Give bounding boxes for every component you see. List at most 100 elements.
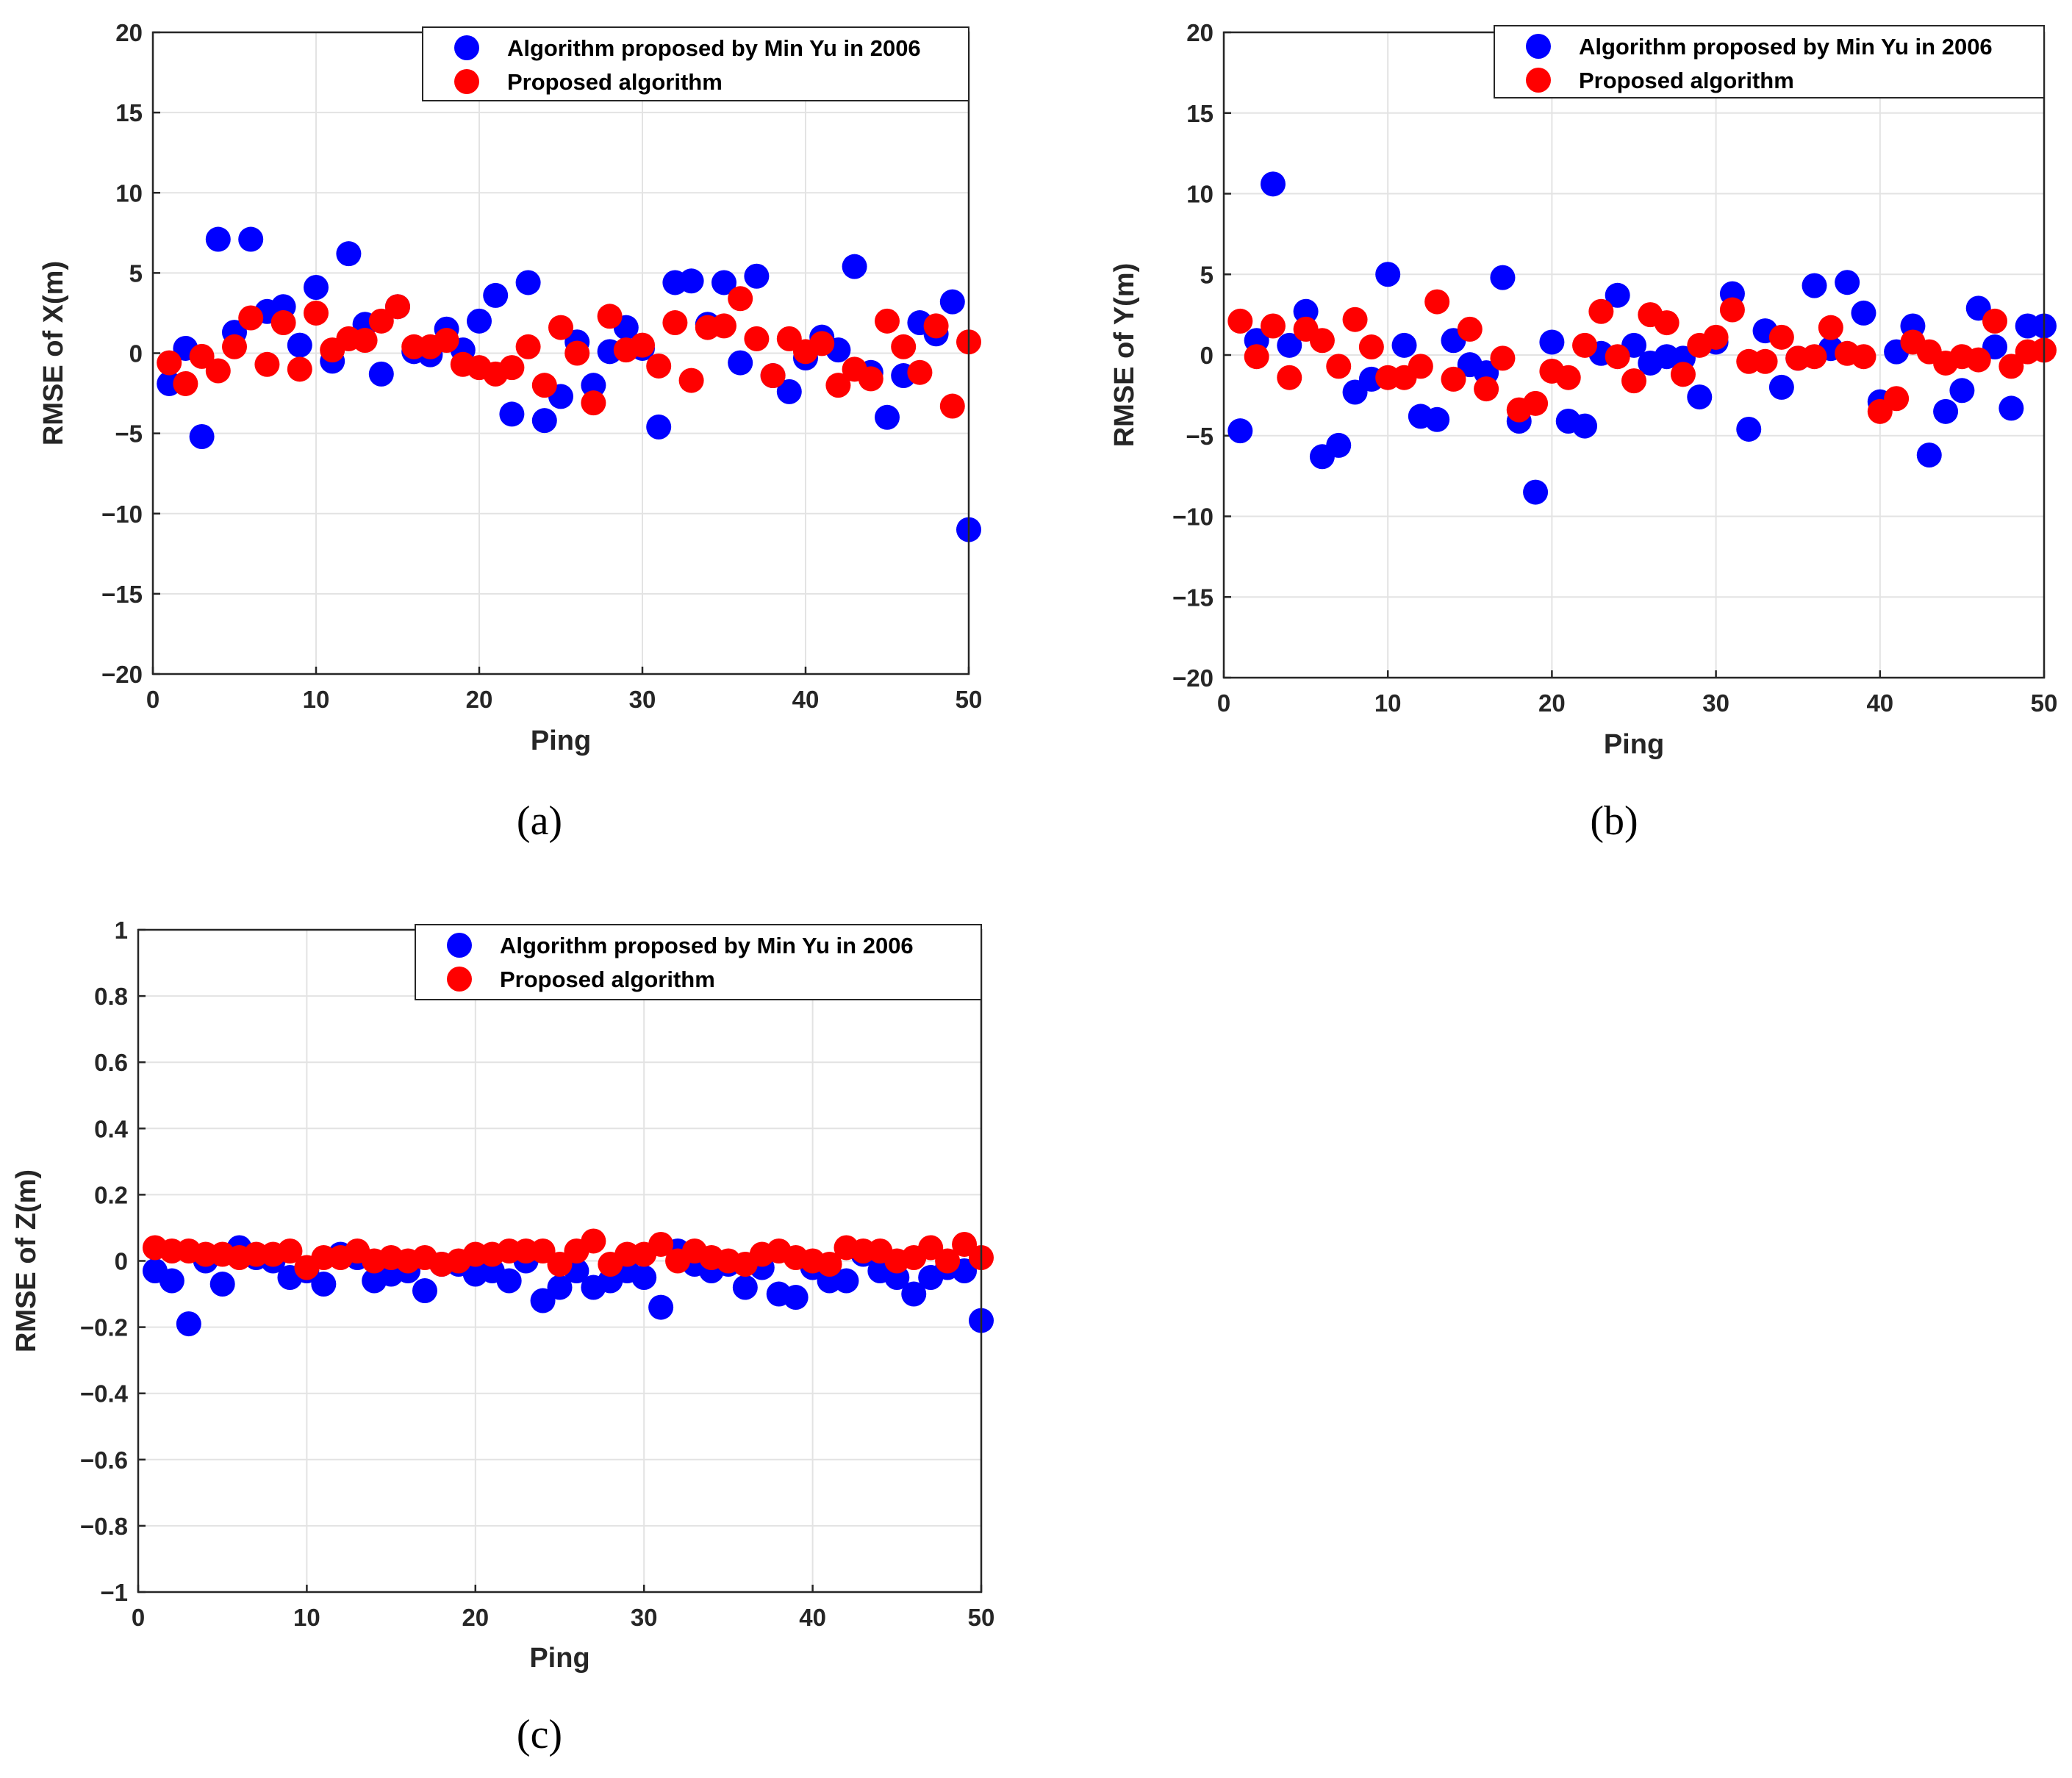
data-point [157,350,182,376]
data-point [1342,307,1368,332]
data-point [1523,479,1549,505]
data-point [1982,308,2008,334]
data-point [1768,324,1794,350]
data-point [515,270,541,295]
y-tick-label: −5 [115,420,143,448]
panel-caption: (c) [517,1712,562,1757]
data-point [287,356,312,382]
data-point [1851,344,1876,370]
chart-b: 0 10 20 30 40 50 −20 −15 −10 −5 0 5 10 15 20 Algorithm … [1109,19,2057,844]
y-tick-label: −20 [101,661,143,688]
data-point [1555,365,1581,390]
data-point [1719,297,1745,323]
data-point [1375,262,1401,287]
y-tick-label: 0.8 [94,983,128,1010]
data-point [1244,344,1269,370]
data-point [467,308,492,334]
y-tick-label: −0.2 [80,1314,128,1341]
data-point [760,363,786,389]
data-point [1277,365,1302,390]
data-point [515,334,541,359]
legend: Algorithm proposed by Min Yu in 2006 Prop… [415,924,982,1000]
data-point [531,373,557,398]
data-point [1998,354,2024,379]
data-point [547,1252,573,1277]
panel-caption: (b) [1590,798,1638,844]
data-point [368,308,394,334]
data-point [935,1248,961,1274]
x-tick-label: 40 [799,1604,826,1631]
data-point [1490,265,1516,290]
data-point [548,315,573,340]
y-tick-label: 1 [115,917,128,944]
x-tick-label: 20 [466,686,493,713]
data-point [1752,348,1778,374]
data-point [277,1238,303,1263]
y-tick-label: −15 [101,581,143,608]
legend-box [422,26,969,101]
y-axis-label: RMSE of Y(m) [1109,263,1140,448]
x-tick-label: 0 [146,686,159,713]
data-point [1358,334,1384,360]
x-tick-label: 10 [1374,689,1402,717]
data-point [728,286,753,312]
data-point [412,1278,437,1304]
data-point [875,308,900,334]
data-point [597,304,623,329]
data-point [434,328,459,354]
y-tick-label: 20 [1186,19,1214,46]
data-point [1424,289,1450,315]
data-point [630,332,655,358]
data-point [1326,432,1352,458]
x-axis-label: Ping [1604,729,1664,760]
data-point [711,313,736,339]
data-point [711,270,736,295]
y-tick-label: −0.4 [80,1380,129,1408]
data-point [499,355,525,381]
data-point [1424,406,1450,432]
x-tick-label: 50 [956,686,983,713]
data-point [547,1275,573,1300]
data-point [646,353,672,379]
data-point [1260,313,1286,339]
data-point [531,408,557,434]
y-tick-label: 0 [115,1248,128,1275]
data-point [907,359,933,385]
data-point [304,300,329,326]
data-point [901,1281,927,1307]
x-tick-label: 10 [293,1604,320,1631]
data-point [1260,171,1286,197]
data-point [939,393,965,419]
y-tick-label: 5 [129,259,143,287]
data-point [1277,332,1302,358]
data-point [891,334,917,359]
data-point [858,366,883,392]
data-point [238,305,264,331]
data-point [1818,315,1843,340]
legend: Algorithm proposed by Min Yu in 2006 Prop… [1494,25,2045,98]
x-tick-label: 0 [132,1604,145,1631]
data-point [1998,395,2024,421]
data-point [939,289,965,315]
data-point [1933,398,1959,424]
data-point [1621,368,1646,394]
data-point [368,361,394,387]
data-point [483,282,509,308]
y-tick-label: −10 [1172,503,1214,531]
data-point [1490,345,1516,371]
data-point [1539,329,1565,355]
x-tick-label: 40 [1866,689,1893,717]
data-point [1588,298,1614,324]
data-point [817,1252,842,1277]
data-point [287,332,312,358]
x-tick-label: 20 [462,1604,489,1631]
data-point [304,275,329,301]
y-tick-label: 20 [115,19,143,46]
data-point [1949,378,1975,404]
series-proposed [157,286,981,419]
data-point [1457,316,1483,342]
chart-a: 0 10 20 30 40 50 −20 −15 −10 −5 0 5 10 15 20 Algorithm … [38,19,982,844]
legend-marker [447,933,472,958]
data-point [1835,270,1860,295]
data-point [1523,390,1549,416]
